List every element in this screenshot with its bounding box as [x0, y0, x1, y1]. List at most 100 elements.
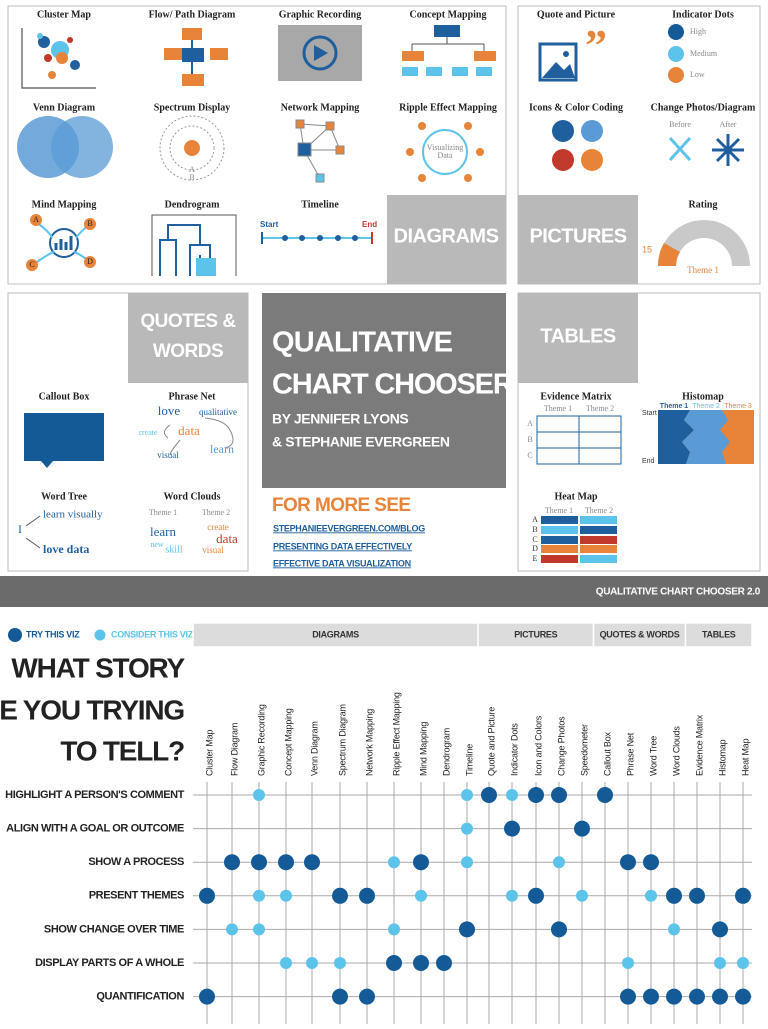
matrix-dot — [199, 887, 215, 904]
item-label: Rating — [689, 199, 718, 210]
column-label: Callout Box — [602, 731, 612, 776]
question: WHAT STORY — [11, 652, 185, 683]
column-label: Flow Diagram — [229, 723, 239, 776]
cloud-theme: Theme 2 — [202, 508, 230, 517]
pictures-panel: Quote and Picture Indicator Dots Icons &… — [517, 5, 761, 285]
column-label: Word Clouds — [671, 726, 681, 776]
matrix-dot — [253, 789, 265, 801]
spectrum-letter: A — [189, 165, 195, 174]
histo-theme: Theme 3 — [724, 403, 752, 410]
group-header — [192, 622, 479, 648]
matrix-theme: Theme 2 — [586, 404, 614, 413]
matrix-dot — [413, 955, 429, 971]
matrix-dot — [253, 923, 265, 936]
matrix-dot — [620, 988, 636, 1005]
item-label: Flow/ Path Diagram — [149, 9, 236, 20]
item-label: Concept Mapping — [410, 9, 487, 20]
graphic-recording-icon — [278, 25, 362, 81]
row-label: PRESENT THEMES — [89, 890, 184, 902]
section-label: PICTURES — [529, 225, 626, 247]
matrix-dot — [251, 854, 267, 871]
mind-letter: A — [33, 215, 39, 224]
matrix-dot — [528, 887, 544, 904]
item-label: Network Mapping — [281, 102, 360, 113]
matrix-theme: Theme 1 — [544, 404, 572, 413]
cloud-word: learn — [150, 524, 176, 539]
tree-word: learn visually — [43, 509, 103, 521]
group-label: TABLES — [702, 629, 736, 639]
matrix-dot — [735, 988, 751, 1005]
title-line: QUALITATIVE — [272, 327, 453, 359]
heat-row: C — [532, 535, 537, 544]
ripple-text: Data — [437, 151, 453, 160]
item-label: Icons & Color Coding — [529, 102, 623, 113]
matrix-dot — [359, 988, 375, 1005]
svg-text:”: ” — [585, 21, 607, 70]
matrix-dot — [199, 988, 215, 1005]
mind-map-icon: A B C D — [26, 214, 96, 271]
histo-theme: Theme 1 — [660, 403, 689, 410]
matrix-dot — [332, 887, 348, 904]
matrix-dot — [689, 887, 705, 904]
callout-box-icon — [24, 413, 104, 468]
matrix-dot — [622, 957, 634, 969]
link[interactable]: PRESENTING DATA EFFECTIVELY — [273, 541, 413, 551]
column-label: Dendrogram — [441, 728, 451, 776]
column-label: Histomap — [717, 739, 727, 776]
mind-letter: B — [87, 219, 92, 228]
item-label: Word Clouds — [164, 491, 221, 502]
indicator-level: Medium — [690, 49, 718, 58]
row-label: SHOW A PROCESS — [88, 856, 184, 868]
item-label: Graphic Recording — [279, 9, 362, 20]
link[interactable]: STEPHANIEEVERGREEN.COM/BLOG — [273, 523, 426, 533]
cloud-theme: Theme 1 — [149, 508, 177, 517]
section-label: DIAGRAMS — [394, 225, 499, 247]
item-label: Histomap — [682, 391, 724, 402]
link[interactable]: EFFECTIVE DATA VISUALIZATION — [273, 558, 411, 568]
title-box — [262, 293, 506, 488]
cloud-word: skill — [165, 544, 182, 555]
matrix-dot — [576, 889, 588, 902]
matrix-dot — [735, 887, 751, 904]
phrase-word: love — [158, 403, 181, 418]
column-label: Quote and Picture — [486, 707, 496, 776]
section-box — [387, 195, 506, 284]
column-label: Heat Map — [740, 738, 750, 776]
column-label: Mind Mapping — [418, 722, 428, 776]
item-label: Indicator Dots — [672, 9, 734, 20]
matrix-dot — [388, 856, 400, 869]
venn-icon — [17, 116, 113, 178]
matrix-dot — [643, 988, 659, 1005]
word-clouds-icon: Theme 1 Theme 2 learn new skill create d… — [149, 508, 238, 555]
row-label: SHOW CHANGE OVER TIME — [44, 923, 184, 935]
matrix-dot — [253, 889, 265, 902]
matrix-dot — [668, 923, 680, 936]
phrase-word: data — [178, 423, 200, 438]
banner-text: QUALITATIVE CHART CHOOSER 2.0 — [596, 587, 761, 598]
mind-letter: C — [29, 260, 34, 269]
group-header — [592, 622, 687, 648]
spectrum-icon: A B — [159, 115, 225, 182]
matrix-dot — [436, 955, 452, 971]
legend-swatch — [94, 629, 106, 641]
row-label: QUANTIFICATION — [96, 991, 184, 1003]
matrix-dot — [461, 856, 473, 869]
icons-color-icon — [552, 120, 603, 171]
tables-panel: TABLES Evidence Matrix Histomap Heat Map… — [517, 292, 761, 572]
matrix-dot — [574, 820, 590, 837]
change-label: Before — [669, 120, 691, 129]
matrix-dot — [551, 787, 567, 803]
question: TO TELL? — [60, 735, 184, 766]
matrix-dot — [461, 789, 473, 801]
item-label: Evidence Matrix — [540, 391, 611, 402]
matrix-dot — [334, 957, 346, 969]
column-label: Concept Mapping — [283, 708, 293, 776]
title-line: CHART CHOOSER 2.0 — [272, 369, 556, 401]
matrix-dot — [459, 921, 475, 938]
matrix-dot — [304, 854, 320, 871]
item-label: Mind Mapping — [32, 199, 97, 210]
heat-row: E — [533, 554, 538, 563]
column-label: Spectrum Diagram — [337, 704, 347, 776]
matrix-dot — [280, 889, 292, 902]
